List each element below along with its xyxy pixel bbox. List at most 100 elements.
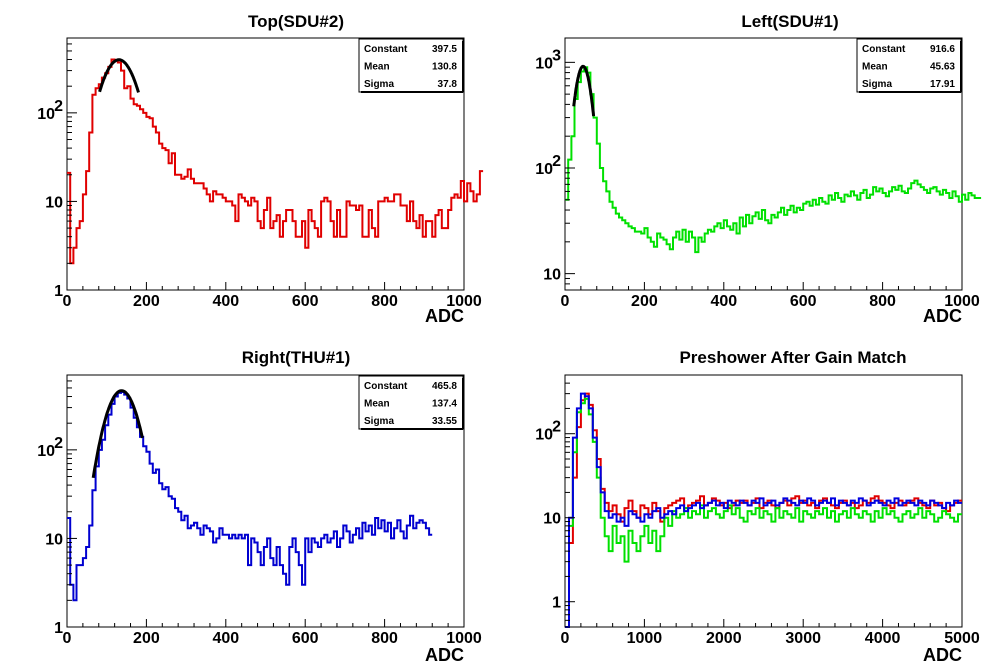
stat-value: 33.55 (432, 416, 457, 427)
histogram-marks (565, 66, 982, 254)
histogram-series-2 (565, 397, 962, 628)
y-tick-label: 10 (535, 427, 553, 444)
stat-value: 37.8 (438, 79, 458, 90)
x-tick-label: 1000 (446, 630, 482, 647)
y-tick-label: 10 (543, 511, 561, 528)
chart-title: Top(SDU#2) (248, 12, 344, 31)
x-tick-label: 3000 (785, 630, 821, 647)
stats-box: Constant 916.6 Mean 45.63 Sigma 17.91 (856, 38, 962, 93)
panel-preshower-gain-match: Preshower After Gain Match 0 1000 2000 3000… (535, 348, 980, 665)
x-tick-label: 800 (371, 293, 398, 310)
x-axis-label: ADC (923, 645, 962, 665)
stat-name: Sigma (862, 79, 892, 90)
x-tick-label: 600 (292, 630, 319, 647)
y-tick-label: 10 (37, 443, 55, 460)
y-tick-label: 1 (54, 283, 63, 300)
stats-frame (358, 375, 464, 430)
plot-frame (564, 37, 963, 291)
y-tick-label: 10 (535, 55, 553, 72)
stat-name: Constant (364, 44, 408, 55)
fit-curve (572, 64, 596, 117)
histogram-marks (67, 58, 484, 265)
stat-value: 17.91 (930, 79, 955, 90)
x-axis: 0 1000 2000 3000 4000 5000 (561, 619, 980, 647)
y-tick-exponent: 2 (552, 153, 561, 170)
stat-name: Mean (862, 62, 888, 73)
x-axis: 0 200 400 600 800 1000 (561, 282, 980, 310)
stats-frame (856, 38, 962, 93)
y-tick-label: 1 (54, 620, 63, 637)
y-tick-label: 10 (543, 267, 561, 284)
x-tick-label: 0 (561, 630, 570, 647)
fit-curve (98, 58, 140, 93)
x-tick-label: 400 (710, 293, 737, 310)
x-axis-label: ADC (425, 645, 464, 665)
y-tick-label: 10 (535, 161, 553, 178)
stat-name: Constant (364, 381, 408, 392)
plot-frame (66, 374, 465, 628)
x-tick-label: 200 (631, 293, 658, 310)
stat-value: 397.5 (432, 44, 457, 55)
y-tick-exponent: 2 (552, 419, 561, 436)
x-tick-label: 800 (869, 293, 896, 310)
histogram-marks (565, 392, 962, 628)
fit-curve (91, 389, 144, 479)
x-tick-label: 0 (63, 630, 72, 647)
stat-value: 137.4 (432, 399, 457, 410)
y-tick-exponent: 3 (552, 47, 561, 64)
stat-value: 916.6 (930, 44, 955, 55)
x-tick-label: 200 (133, 630, 160, 647)
y-tick-label: 10 (45, 194, 63, 211)
gaussian-fit (572, 64, 596, 117)
x-tick-label: 400 (212, 293, 239, 310)
x-tick-label: 1000 (944, 293, 980, 310)
chart-title: Preshower After Gain Match (679, 348, 906, 367)
x-tick-label: 1000 (627, 630, 663, 647)
chart-title: Left(SDU#1) (741, 12, 838, 31)
stat-name: Sigma (364, 79, 394, 90)
stat-name: Mean (364, 62, 390, 73)
y-tick-label: 10 (45, 531, 63, 548)
stat-value: 465.8 (432, 381, 457, 392)
stat-name: Constant (862, 44, 906, 55)
gaussian-fit (98, 58, 140, 93)
x-tick-label: 600 (790, 293, 817, 310)
x-tick-label: 0 (63, 293, 72, 310)
stats-box: Constant 397.5 Mean 130.8 Sigma 37.8 (358, 38, 464, 93)
x-axis: 0 200 400 600 800 1000 (63, 619, 482, 647)
x-tick-label: 2000 (706, 630, 742, 647)
stat-value: 130.8 (432, 62, 457, 73)
y-tick-exponent: 2 (54, 98, 63, 115)
histogram-series (67, 58, 484, 265)
x-axis-label: ADC (425, 306, 464, 326)
x-tick-label: 600 (292, 293, 319, 310)
x-tick-label: 400 (212, 630, 239, 647)
x-tick-label: 1000 (446, 293, 482, 310)
stats-box: Constant 465.8 Mean 137.4 Sigma 33.55 (358, 375, 464, 430)
y-tick-exponent: 2 (54, 435, 63, 452)
stat-name: Sigma (364, 416, 394, 427)
gaussian-fit (91, 389, 144, 479)
x-tick-label: 200 (133, 293, 160, 310)
x-axis: 0 200 400 600 800 1000 (63, 282, 482, 310)
plot-frame (66, 37, 465, 291)
stat-value: 45.63 (930, 62, 955, 73)
chart-title: Right(THU#1) (242, 348, 351, 367)
stat-name: Mean (364, 399, 390, 410)
histogram-series (565, 66, 982, 254)
histogram-series-3 (565, 392, 962, 628)
x-tick-label: 5000 (944, 630, 980, 647)
x-tick-label: 4000 (865, 630, 901, 647)
x-axis-label: ADC (923, 306, 962, 326)
x-tick-label: 800 (371, 630, 398, 647)
y-tick-label: 1 (552, 595, 561, 612)
y-tick-label: 10 (37, 106, 55, 123)
